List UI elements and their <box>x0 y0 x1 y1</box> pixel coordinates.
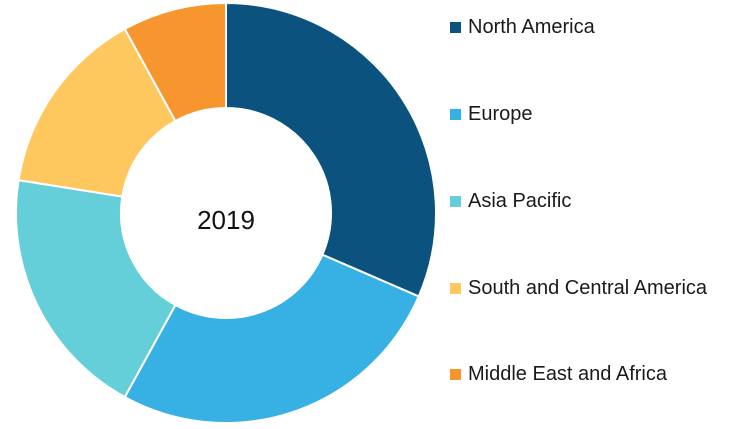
legend-swatch <box>450 109 461 120</box>
slice-asia-pacific <box>15 179 177 399</box>
slice-middle-east-and-africa <box>123 1 227 123</box>
donut-chart: 2019 <box>15 1 437 424</box>
legend-label: South and Central America <box>468 277 708 299</box>
legend-label: Middle East and Africa <box>468 363 667 385</box>
legend-item-middle-east-and-africa: Middle East and Africa <box>450 361 667 387</box>
legend-item-asia-pacific: Asia Pacific <box>450 188 571 214</box>
slice-north-america <box>225 1 437 298</box>
legend-item-south-and-central-america: South and Central America <box>450 275 708 301</box>
legend-swatch <box>450 283 461 294</box>
legend-label: Asia Pacific <box>468 190 572 212</box>
legend-label: North America <box>468 16 595 38</box>
legend-swatch <box>450 196 461 207</box>
legend-item-north-america: North America <box>450 14 595 40</box>
center-label: 2019 <box>197 205 255 235</box>
legend-swatch <box>450 22 461 33</box>
donut-slices <box>15 1 437 424</box>
legend-label: Europe <box>468 103 533 125</box>
legend-swatch <box>450 369 461 380</box>
legend-item-europe: Europe <box>450 101 533 127</box>
slice-europe <box>123 253 421 424</box>
